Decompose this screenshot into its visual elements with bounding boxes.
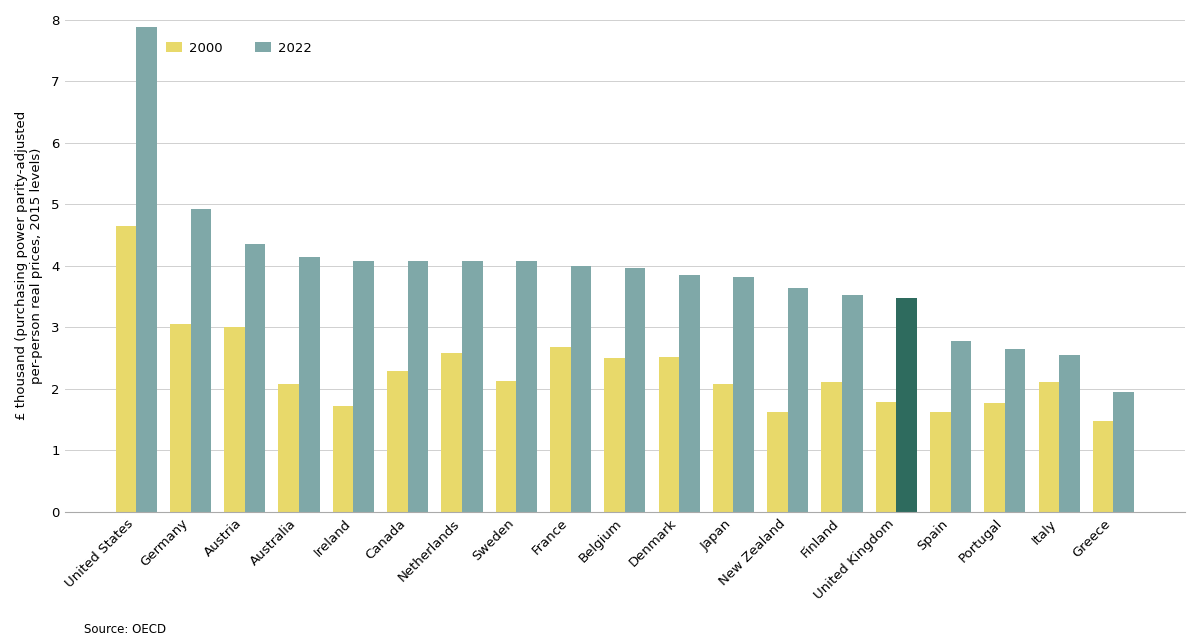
Bar bbox=[1004, 349, 1026, 511]
Bar bbox=[462, 261, 482, 511]
Bar bbox=[388, 371, 408, 511]
Y-axis label: £ thousand (purchasing power parity-adjusted
per-person real prices, 2015 levels: £ thousand (purchasing power parity-adju… bbox=[16, 111, 43, 420]
Bar bbox=[950, 342, 971, 511]
Bar bbox=[659, 357, 679, 511]
Bar bbox=[224, 327, 245, 511]
Bar bbox=[1060, 355, 1080, 511]
Bar bbox=[787, 289, 809, 511]
Bar bbox=[570, 266, 592, 511]
Bar bbox=[442, 353, 462, 511]
Bar bbox=[930, 412, 950, 511]
Bar bbox=[896, 298, 917, 511]
Bar bbox=[299, 256, 319, 511]
Bar bbox=[496, 381, 516, 511]
Bar bbox=[1114, 392, 1134, 511]
Bar bbox=[408, 261, 428, 511]
Bar bbox=[821, 382, 842, 511]
Bar bbox=[679, 275, 700, 511]
Bar bbox=[984, 403, 1004, 511]
Bar bbox=[842, 295, 863, 511]
Text: Source: OECD: Source: OECD bbox=[84, 623, 166, 636]
Bar bbox=[278, 384, 299, 511]
Bar bbox=[1093, 420, 1114, 511]
Bar bbox=[115, 226, 137, 511]
Bar bbox=[1038, 382, 1060, 511]
Bar bbox=[605, 358, 625, 511]
Bar bbox=[332, 406, 354, 511]
Bar bbox=[713, 384, 733, 511]
Legend: 2000, 2022: 2000, 2022 bbox=[161, 36, 317, 60]
Bar bbox=[767, 412, 787, 511]
Bar bbox=[733, 277, 754, 511]
Bar bbox=[876, 402, 896, 511]
Bar bbox=[550, 347, 570, 511]
Bar bbox=[516, 261, 536, 511]
Bar bbox=[245, 244, 265, 511]
Bar bbox=[354, 261, 374, 511]
Bar bbox=[170, 324, 191, 511]
Bar bbox=[625, 268, 646, 511]
Bar bbox=[137, 27, 157, 511]
Bar bbox=[191, 209, 211, 511]
